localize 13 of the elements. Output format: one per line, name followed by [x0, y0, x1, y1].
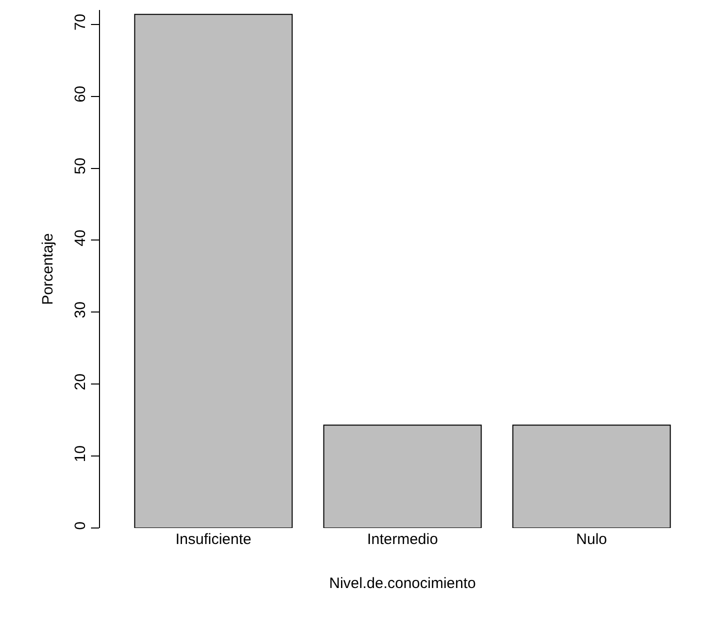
y-tick-label: 10 [72, 445, 89, 462]
x-tick-label: Intermedio [367, 531, 438, 548]
x-axis-title: Nivel.de.conocimiento [329, 575, 476, 592]
y-tick-label: 30 [72, 302, 89, 318]
y-tick-label: 50 [72, 158, 89, 174]
y-tick-label: 20 [72, 374, 89, 390]
y-tick-label: 70 [72, 14, 89, 30]
x-tick-label: Insuficiente [175, 531, 252, 548]
y-axis-title: Porcentaje [39, 233, 56, 305]
y-tick-label: 0 [72, 522, 89, 530]
x-tick-label: Nulo [576, 531, 607, 548]
y-tick-label: 40 [72, 230, 89, 246]
y-tick-label: 60 [72, 86, 89, 102]
